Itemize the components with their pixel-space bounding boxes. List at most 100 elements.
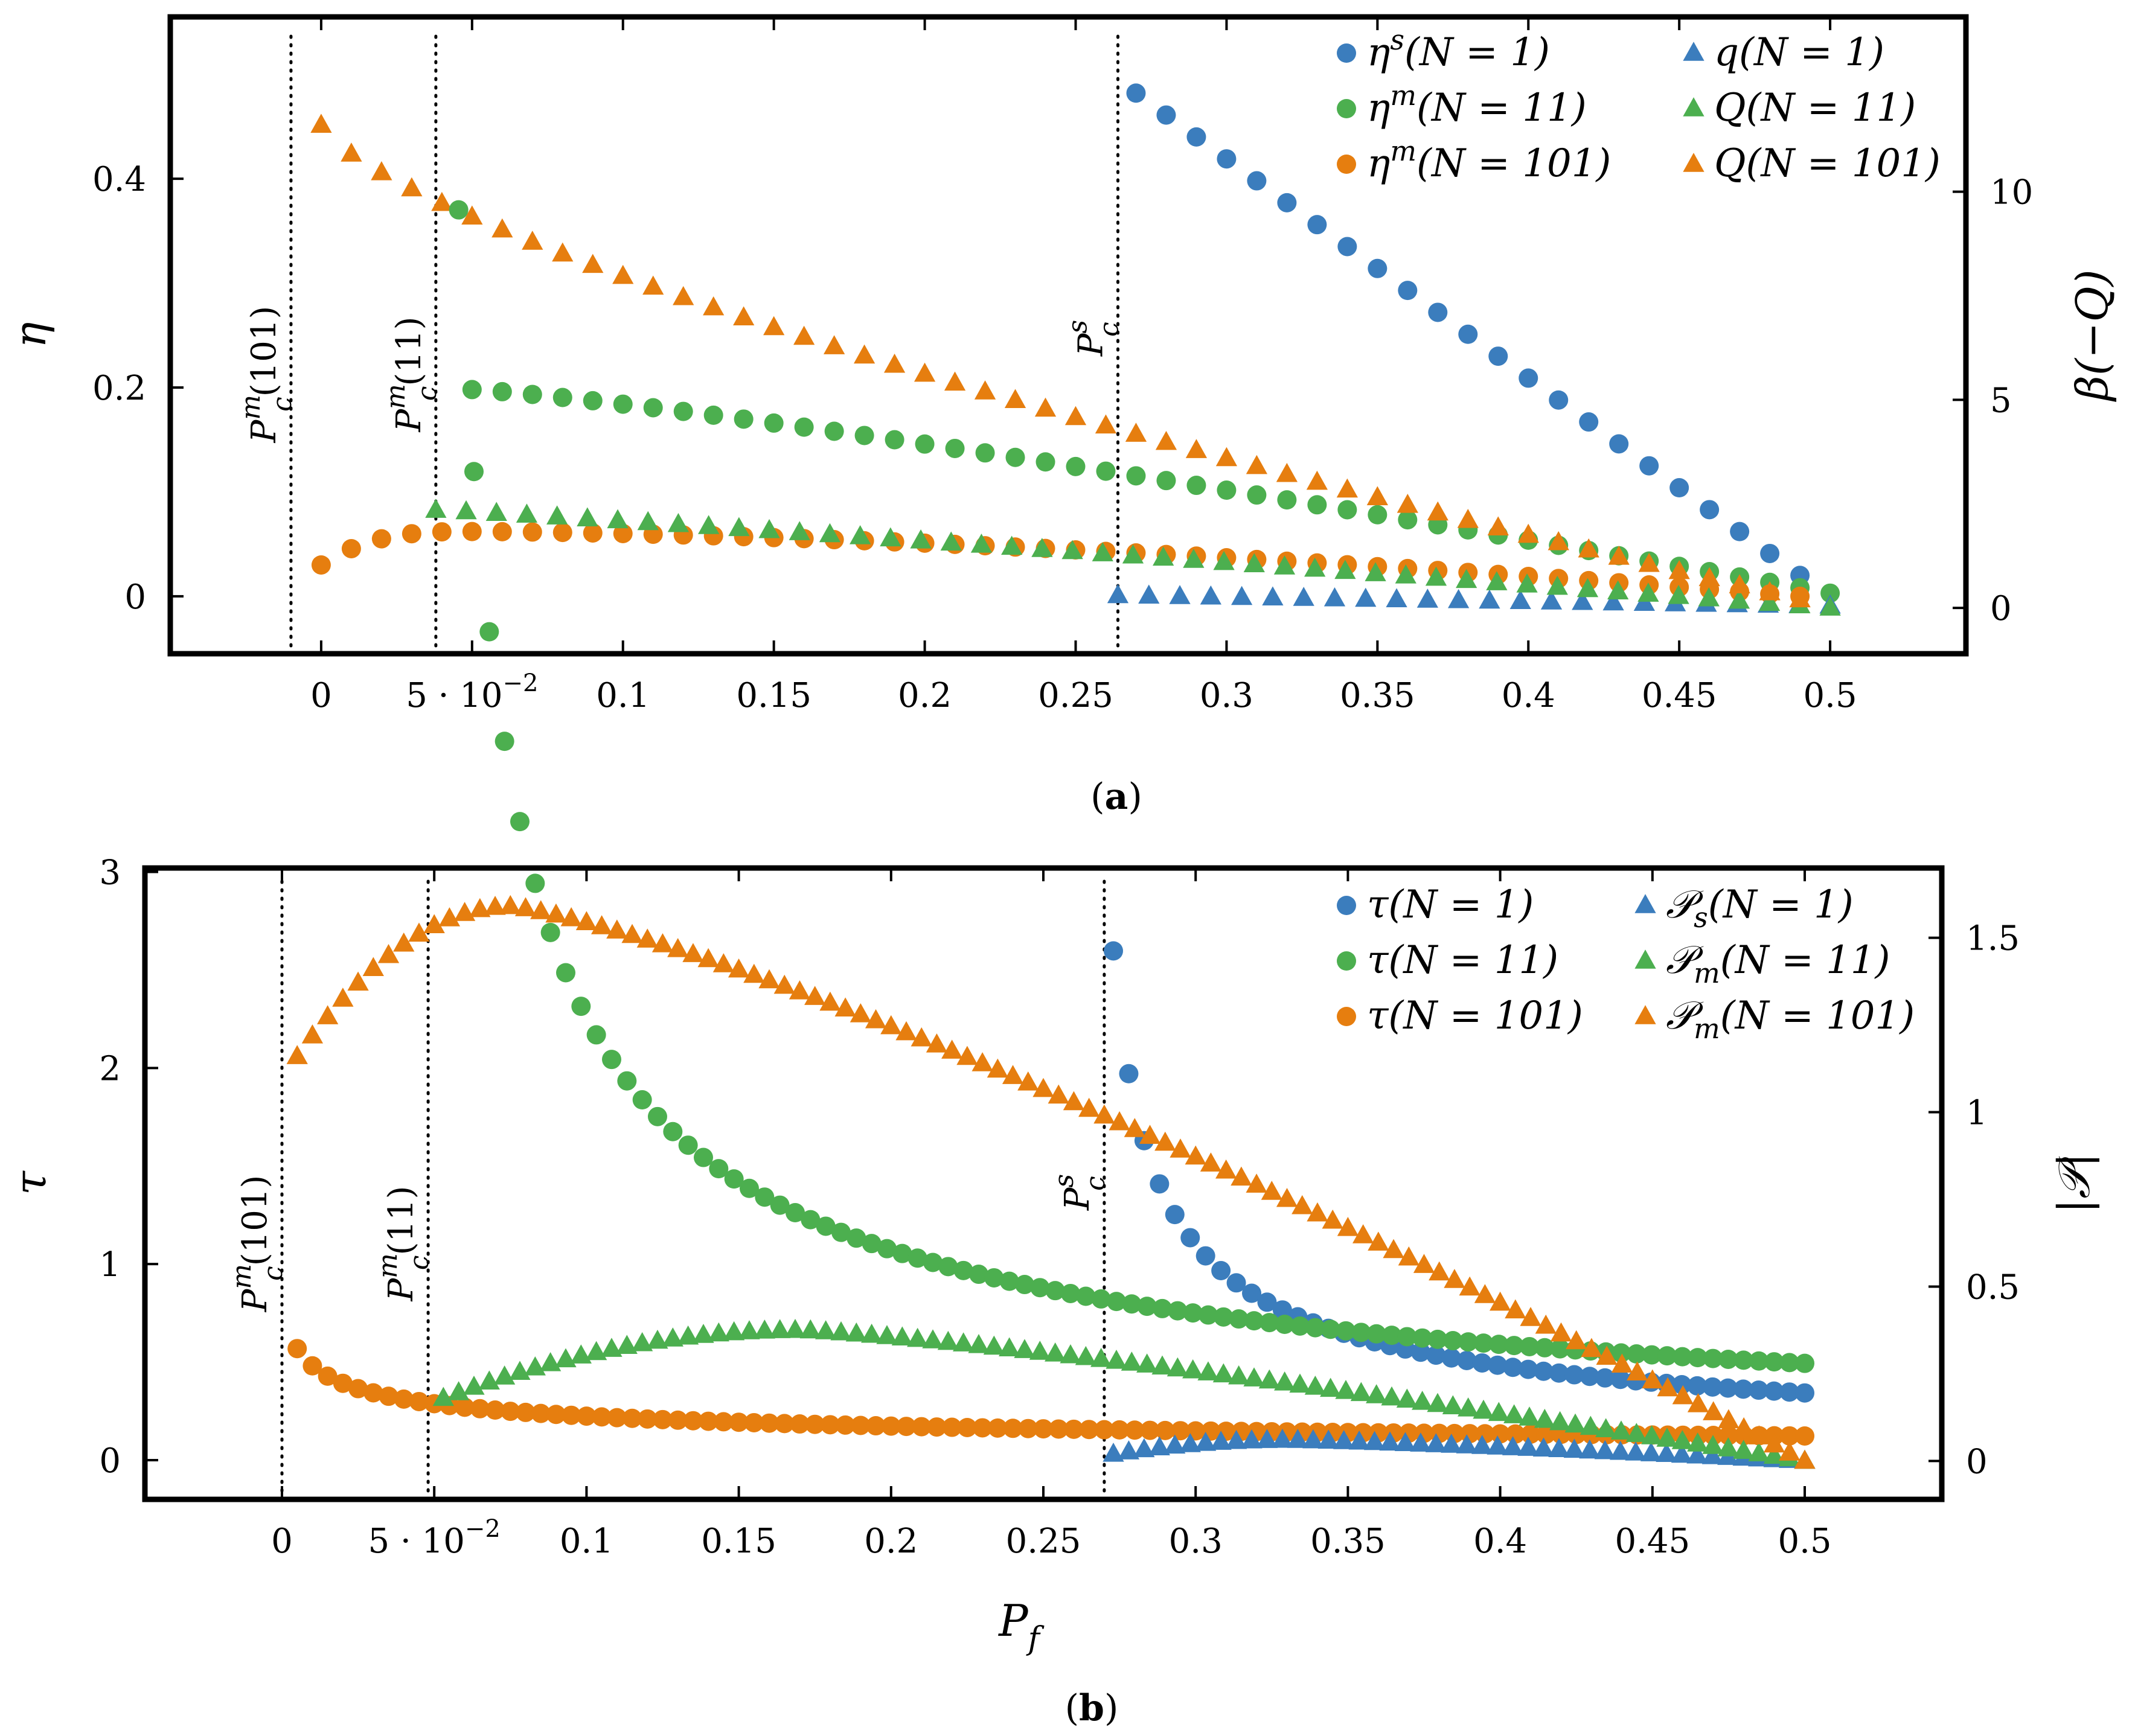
critical-line-label: Pmc(11) xyxy=(373,1186,435,1301)
data-point xyxy=(1156,471,1176,491)
data-point xyxy=(560,907,582,927)
data-point xyxy=(1444,1269,1465,1288)
data-point xyxy=(302,1356,322,1376)
data-point xyxy=(1262,586,1284,605)
data-point xyxy=(734,409,754,429)
data-point xyxy=(1581,1338,1602,1358)
data-point xyxy=(1459,1276,1480,1296)
data-point xyxy=(914,362,936,382)
legend-marker xyxy=(1337,951,1356,971)
data-point xyxy=(1107,1292,1127,1312)
data-point xyxy=(1760,543,1780,563)
data-point xyxy=(758,969,780,989)
data-point xyxy=(1031,538,1053,557)
data-point xyxy=(1580,1415,1601,1435)
data-point xyxy=(983,1335,1005,1355)
data-point xyxy=(743,963,765,983)
data-point xyxy=(1733,1417,1755,1437)
data-point xyxy=(1287,1429,1308,1448)
data-point xyxy=(463,1376,485,1395)
data-point xyxy=(1304,1375,1326,1395)
data-point xyxy=(784,1318,806,1338)
label-sup: m xyxy=(226,1264,257,1289)
data-point xyxy=(1320,1377,1342,1397)
data-point xyxy=(1243,553,1265,573)
data-point xyxy=(1687,1376,1707,1396)
data-point xyxy=(957,1417,977,1437)
data-point xyxy=(1412,1390,1433,1410)
data-point xyxy=(1256,1429,1278,1448)
data-point xyxy=(1064,406,1087,426)
data-point xyxy=(801,1210,821,1230)
data-point xyxy=(1394,1432,1416,1452)
data-point xyxy=(1517,1437,1539,1456)
data-point xyxy=(941,1039,963,1059)
data-point xyxy=(880,1015,902,1035)
data-point xyxy=(1416,589,1438,608)
data-point xyxy=(555,963,575,983)
data-point xyxy=(555,1348,577,1368)
data-point xyxy=(1488,1355,1508,1375)
data-point xyxy=(1229,1309,1249,1329)
legend-label: ηm(N = 101) xyxy=(1367,135,1611,186)
data-point xyxy=(347,971,369,991)
data-point xyxy=(790,1414,810,1434)
data-point xyxy=(1241,1429,1263,1449)
data-point xyxy=(363,1383,383,1403)
data-point xyxy=(643,398,663,418)
data-point xyxy=(1429,1261,1450,1281)
data-point xyxy=(1368,258,1388,278)
data-point xyxy=(728,517,750,537)
data-point xyxy=(1642,1369,1663,1389)
data-point xyxy=(877,1239,897,1259)
data-point xyxy=(1819,596,1841,616)
data-point xyxy=(834,997,856,1016)
data-point xyxy=(1668,585,1689,604)
data-point xyxy=(1718,1349,1738,1369)
data-point xyxy=(1351,1323,1371,1342)
label-base: P xyxy=(382,1278,421,1302)
data-point xyxy=(1150,1174,1170,1194)
data-point xyxy=(616,1335,638,1354)
data-point xyxy=(697,948,719,968)
y-axis-label: η xyxy=(5,322,56,348)
data-point xyxy=(1595,1418,1617,1437)
data-point xyxy=(478,1370,500,1390)
data-point xyxy=(1441,1348,1461,1368)
data-point xyxy=(1595,1368,1615,1388)
tick-base: 5 · 10 xyxy=(368,1522,465,1561)
data-point xyxy=(1272,1428,1293,1448)
data-point xyxy=(1668,560,1690,579)
data-point xyxy=(693,1147,713,1167)
data-point xyxy=(1519,1406,1540,1426)
data-point xyxy=(1688,1348,1708,1368)
data-point xyxy=(815,1320,837,1339)
label-base: P xyxy=(1058,1187,1097,1211)
data-point xyxy=(1242,1283,1262,1303)
data-point xyxy=(583,391,603,410)
label-sub: c xyxy=(1080,1176,1111,1191)
data-point xyxy=(653,1409,673,1429)
label-sup: m xyxy=(1390,79,1416,112)
data-point xyxy=(1625,1423,1647,1442)
caption-open: ( xyxy=(1090,776,1104,818)
data-point xyxy=(423,914,445,934)
series-orange-triangle xyxy=(310,113,1811,608)
data-point xyxy=(1167,1357,1188,1377)
data-point xyxy=(613,523,633,543)
data-point xyxy=(318,1366,338,1386)
caption-letter: a xyxy=(1105,776,1128,818)
legend-label: q(N = 1) xyxy=(1714,30,1884,75)
data-point xyxy=(332,988,354,1007)
data-point xyxy=(1030,1278,1050,1298)
data-point xyxy=(362,957,384,977)
data-point xyxy=(1563,1438,1585,1458)
data-point xyxy=(1456,569,1477,589)
data-point xyxy=(1700,500,1720,520)
critical-line-label: Psc xyxy=(1062,320,1124,357)
x-tick-label: 0.4 xyxy=(1502,676,1555,715)
data-point xyxy=(1564,1413,1586,1433)
x-tick-label: 0.4 xyxy=(1473,1522,1527,1561)
data-point xyxy=(1107,584,1129,604)
